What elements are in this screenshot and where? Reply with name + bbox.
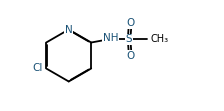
Text: Cl: Cl [33, 63, 43, 73]
Text: NH: NH [103, 33, 118, 43]
Text: S: S [126, 34, 132, 44]
Text: O: O [126, 51, 134, 60]
Text: O: O [126, 18, 134, 28]
Text: N: N [65, 25, 73, 35]
Text: CH₃: CH₃ [151, 34, 169, 44]
